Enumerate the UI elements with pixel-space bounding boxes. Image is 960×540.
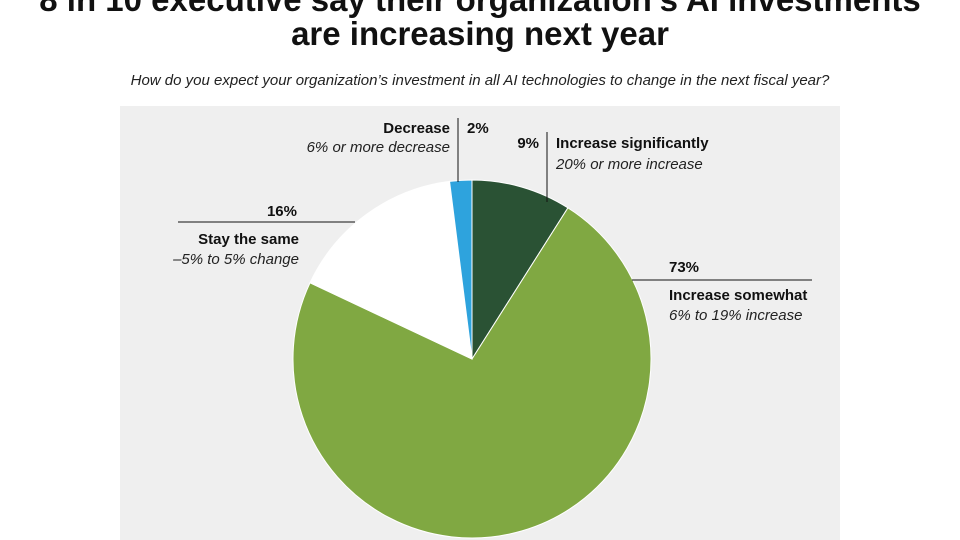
slice-label-increase-somewhat-pct: 73% xyxy=(669,259,699,276)
slice-label-increase-somewhat-desc: 6% to 19% increase xyxy=(669,307,802,324)
slice-label-stay-the-same-name: Stay the same xyxy=(198,231,299,248)
slice-label-stay-the-same-desc: –5% to 5% change xyxy=(172,251,299,268)
pie-slice-decrease xyxy=(449,179,473,360)
chart-title-line-1: 8 in 10 executive say their organization… xyxy=(0,0,960,20)
pie-slice-increase-somewhat xyxy=(292,207,652,539)
pie-slice-stay-the-same xyxy=(309,180,473,360)
slice-label-stay-the-same-pct: 16% xyxy=(267,203,297,220)
pie-slice-increase-significantly xyxy=(471,179,569,361)
slice-label-decrease-pct: 2% xyxy=(467,120,489,137)
slice-label-decrease-name: Decrease xyxy=(383,120,450,137)
slice-label-increase-significantly-name: Increase significantly xyxy=(556,135,709,152)
slice-label-increase-significantly-desc: 20% or more increase xyxy=(555,156,703,173)
slice-label-decrease-desc: 6% or more decrease xyxy=(307,139,450,156)
chart-title-line-2: are increasing next year xyxy=(291,15,669,52)
slice-label-increase-significantly-pct: 9% xyxy=(517,135,539,152)
chart-subtitle: How do you expect your organization’s in… xyxy=(130,72,830,89)
slice-label-increase-somewhat-name: Increase somewhat xyxy=(669,287,807,304)
